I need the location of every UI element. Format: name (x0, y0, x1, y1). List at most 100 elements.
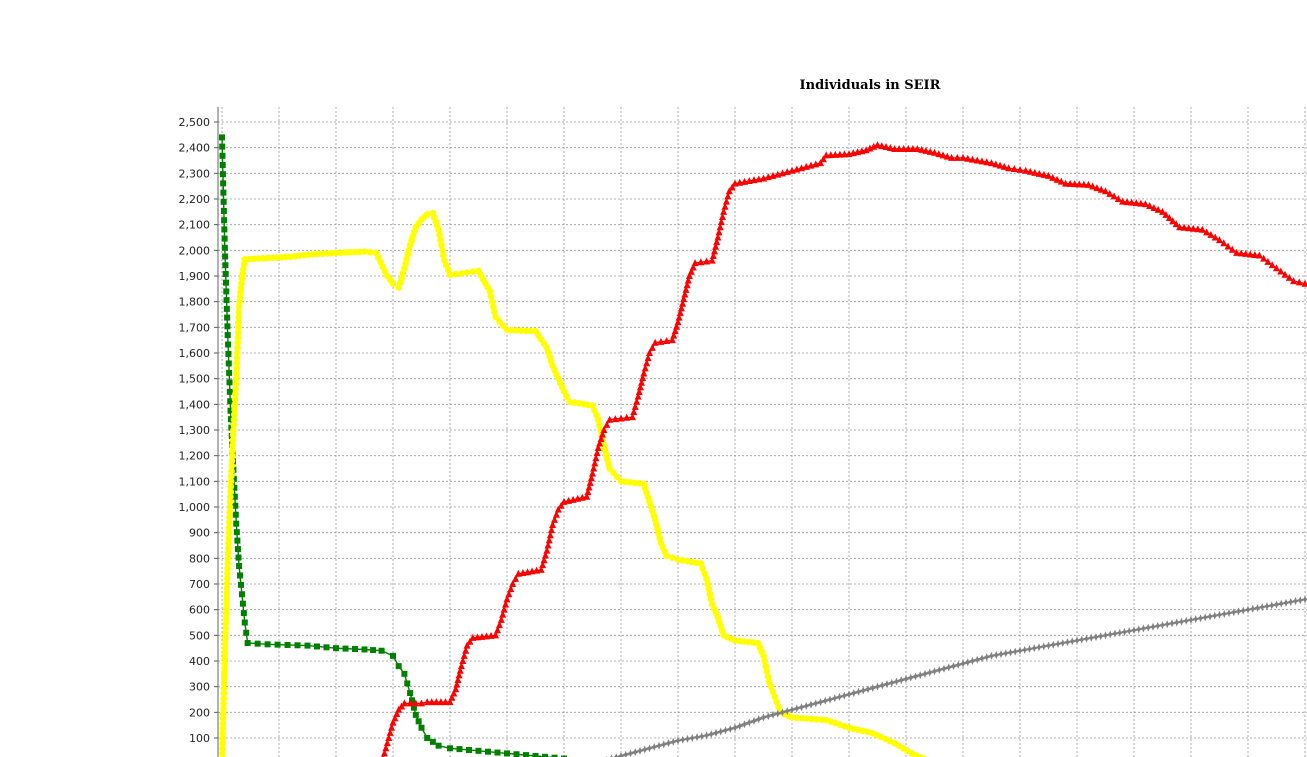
data-point (674, 318, 682, 326)
data-point (238, 581, 244, 588)
data-point (456, 666, 464, 674)
data-point (1066, 179, 1074, 187)
data-point (219, 143, 226, 150)
data-point (959, 659, 967, 668)
data-point (225, 529, 233, 536)
data-point (346, 248, 354, 256)
data-point (693, 733, 701, 742)
data-point (610, 754, 613, 757)
data-point (235, 313, 242, 321)
data-point (864, 685, 872, 694)
data-point (663, 552, 670, 560)
chart-title: Individuals in SEIR (799, 78, 941, 93)
data-point (219, 715, 227, 722)
data-point (463, 269, 471, 276)
data-point (1106, 630, 1115, 639)
data-point (1049, 640, 1058, 649)
data-point (1296, 596, 1305, 605)
data-point (475, 747, 482, 754)
data-point (676, 308, 684, 316)
data-point (1229, 608, 1238, 617)
data-point (231, 493, 238, 500)
data-point (788, 714, 796, 721)
y-tick-label: 200 (189, 706, 210, 719)
data-point (631, 402, 639, 410)
data-point (682, 285, 690, 293)
data-point (223, 595, 230, 602)
data-point (455, 671, 463, 679)
data-point (617, 751, 625, 757)
data-point (1153, 621, 1162, 630)
data-point (697, 560, 705, 567)
data-point (836, 150, 844, 158)
data-point (222, 620, 230, 627)
data-point (1290, 277, 1298, 285)
data-point (697, 732, 706, 741)
data-point (1130, 626, 1138, 635)
data-point (1263, 602, 1271, 611)
data-point (827, 151, 835, 159)
data-point (650, 742, 659, 751)
data-point (705, 585, 713, 593)
data-point (219, 725, 227, 732)
data-point (342, 249, 349, 256)
data-point (764, 673, 772, 680)
data-point (1063, 638, 1072, 647)
data-point (232, 375, 240, 382)
data-point (1196, 614, 1205, 623)
data-point (623, 413, 631, 421)
data-point (503, 326, 511, 334)
data-point (948, 153, 956, 161)
data-point (549, 520, 557, 528)
data-point (226, 513, 233, 521)
data-point (767, 683, 775, 690)
data-point (646, 349, 653, 356)
data-point (469, 268, 477, 276)
data-point (722, 197, 730, 205)
data-point (429, 738, 436, 745)
data-point (1244, 605, 1252, 614)
data-point (587, 474, 595, 482)
data-point (235, 554, 242, 561)
data-point (458, 270, 465, 277)
data-point (222, 615, 230, 622)
data-point (926, 147, 934, 155)
data-point (1172, 618, 1181, 627)
data-point (428, 698, 436, 706)
y-tick-label: 2,400 (179, 142, 211, 155)
y-tick-label: 300 (189, 681, 210, 694)
data-point (606, 465, 613, 472)
data-point (849, 689, 858, 698)
data-point (983, 158, 991, 166)
data-point (597, 434, 605, 442)
data-point (1058, 639, 1067, 648)
data-point (224, 555, 232, 562)
data-point (1216, 236, 1223, 244)
data-point (232, 380, 240, 388)
data-point (953, 153, 961, 161)
data-point (502, 600, 510, 608)
data-point (655, 741, 663, 750)
data-point (233, 365, 240, 372)
data-point (1255, 251, 1263, 259)
data-point (1110, 192, 1118, 200)
data-point (640, 369, 648, 377)
data-point (721, 726, 730, 735)
data-point (585, 483, 593, 491)
data-point (235, 318, 242, 326)
data-point (225, 341, 232, 348)
data-point (636, 383, 644, 391)
data-point (651, 338, 659, 346)
data-point (233, 359, 241, 367)
data-point (709, 251, 717, 259)
data-point (969, 155, 976, 163)
data-point (819, 155, 827, 163)
data-point (222, 279, 229, 286)
data-point (1044, 641, 1053, 650)
data-point (783, 707, 792, 716)
data-point (264, 641, 271, 648)
data-point (816, 698, 825, 707)
data-point (497, 615, 505, 623)
data-point (466, 637, 474, 645)
data-point (1189, 224, 1197, 232)
